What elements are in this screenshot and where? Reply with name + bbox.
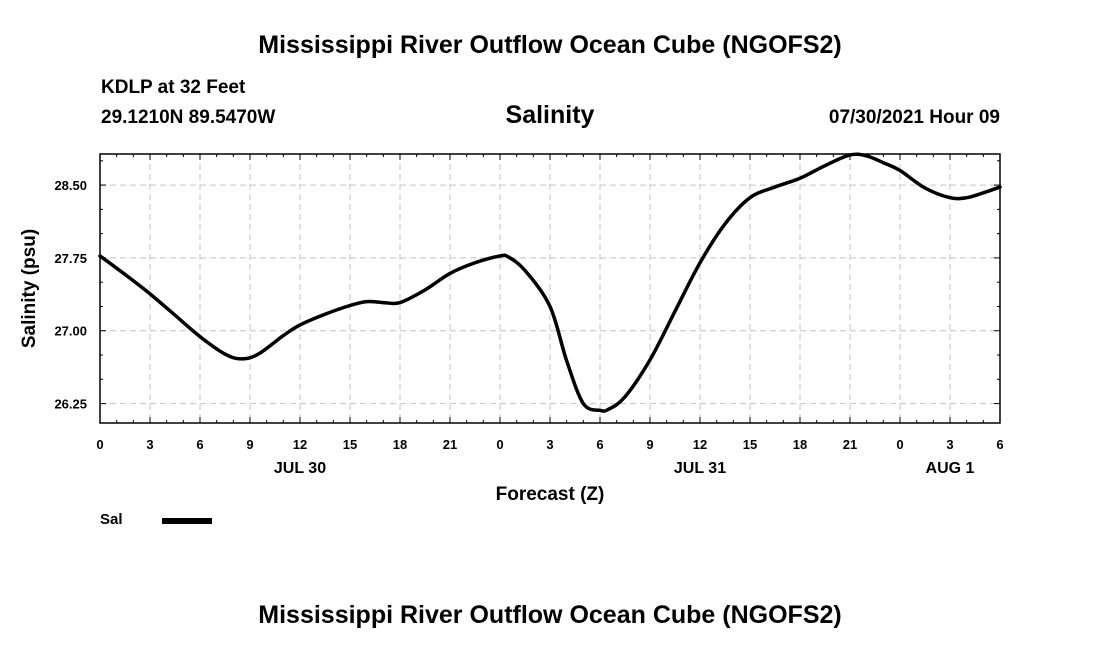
legend-swatch — [162, 518, 212, 524]
coordinates-label: 29.1210N 89.5470W — [101, 107, 276, 128]
x-tick-label: 6 — [196, 437, 203, 452]
x-tick-label: 6 — [596, 437, 603, 452]
x-tick-label: 3 — [546, 437, 553, 452]
x-tick-label: 21 — [843, 437, 857, 452]
variable-title: Salinity — [505, 101, 595, 129]
y-axis-label: Salinity (psu) — [19, 229, 40, 348]
x-tick-label: 0 — [896, 437, 903, 452]
x-tick-label: 6 — [996, 437, 1003, 452]
day-label: JUL 30 — [274, 460, 326, 477]
legend-label: Sal — [100, 511, 123, 528]
day-label: AUG 1 — [926, 460, 975, 477]
x-tick-label: 9 — [246, 437, 253, 452]
y-tick-label: 28.50 — [54, 178, 87, 193]
x-tick-label: 3 — [146, 437, 153, 452]
x-tick-label: 15 — [743, 437, 757, 452]
x-tick-label: 0 — [96, 437, 103, 452]
x-tick-label: 12 — [693, 437, 707, 452]
x-tick-label: 12 — [293, 437, 307, 452]
chart-title: Mississippi River Outflow Ocean Cube (NG… — [258, 31, 842, 59]
series-line-sal — [98, 152, 1002, 413]
x-tick-label: 21 — [443, 437, 457, 452]
x-tick-label: 0 — [496, 437, 503, 452]
x-tick-label: 18 — [793, 437, 807, 452]
date-label: 07/30/2021 Hour 09 — [828, 107, 1000, 128]
y-tick-label: 27.75 — [54, 251, 87, 266]
x-tick-label: 3 — [946, 437, 953, 452]
x-tick-label: 9 — [646, 437, 653, 452]
station-label: KDLP at 32 Feet — [101, 77, 246, 98]
x-tick-label: 18 — [393, 437, 407, 452]
y-tick-label: 26.25 — [54, 397, 87, 412]
y-tick-label: 27.00 — [54, 324, 87, 339]
x-axis-label: Forecast (Z) — [496, 484, 605, 505]
day-label: JUL 31 — [674, 460, 726, 477]
x-tick-label: 15 — [343, 437, 357, 452]
bottom-title: Mississippi River Outflow Ocean Cube (NG… — [258, 601, 842, 629]
